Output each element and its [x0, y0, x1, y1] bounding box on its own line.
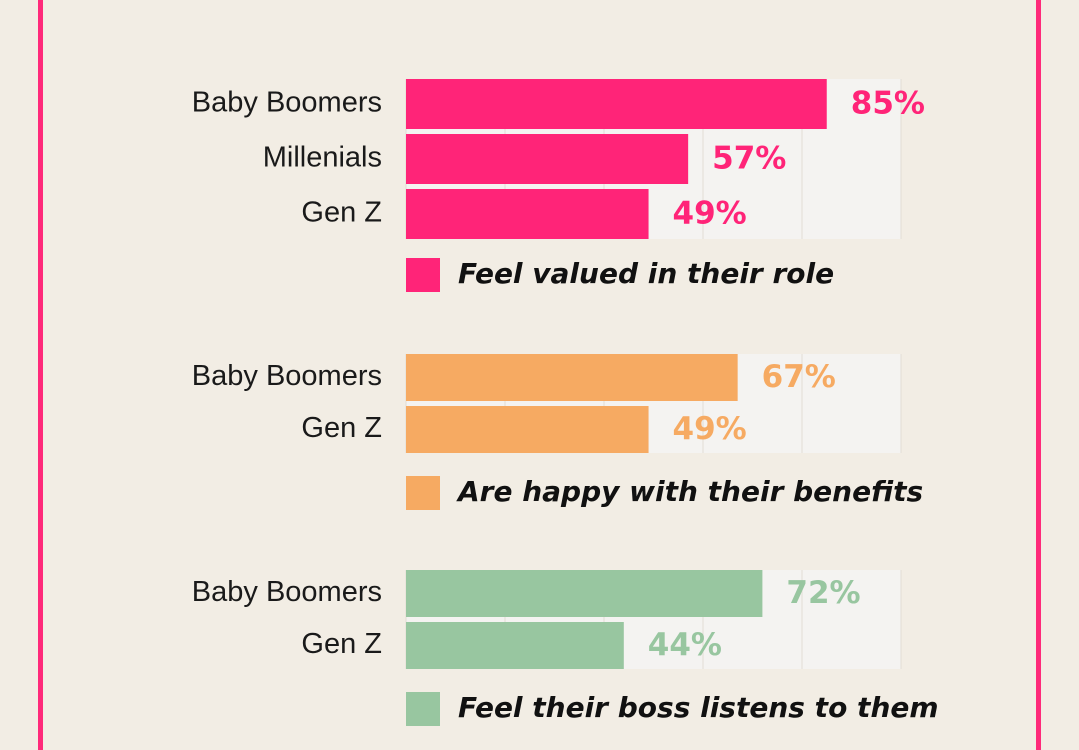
category-label: Baby Boomers: [192, 360, 382, 392]
value-label: 72%: [786, 575, 860, 611]
frame-left: [38, 0, 43, 750]
legend-swatch: [406, 476, 440, 510]
bar: [406, 79, 827, 129]
category-label: Baby Boomers: [192, 576, 382, 608]
legend-swatch: [406, 692, 440, 726]
value-label: 44%: [648, 627, 722, 663]
legend-label: Feel valued in their role: [458, 257, 834, 290]
bar: [406, 406, 649, 453]
bar: [406, 134, 689, 184]
value-label: 49%: [673, 196, 747, 232]
bar: [406, 189, 649, 239]
value-label: 85%: [851, 86, 925, 122]
value-label: 49%: [673, 411, 747, 447]
value-label: 57%: [712, 141, 786, 177]
bar: [406, 354, 738, 401]
legend-label: Feel their boss listens to them: [458, 691, 939, 724]
category-label: Gen Z: [301, 412, 382, 444]
category-label: Gen Z: [301, 628, 382, 660]
bar: [406, 570, 763, 617]
legend-swatch: [406, 258, 440, 292]
bar: [406, 622, 624, 669]
value-label: 67%: [762, 359, 836, 395]
category-label: Baby Boomers: [192, 87, 382, 119]
category-label: Gen Z: [301, 197, 382, 229]
category-label: Millenials: [263, 142, 382, 174]
frame-right: [1036, 0, 1041, 750]
legend-label: Are happy with their benefits: [456, 475, 923, 508]
